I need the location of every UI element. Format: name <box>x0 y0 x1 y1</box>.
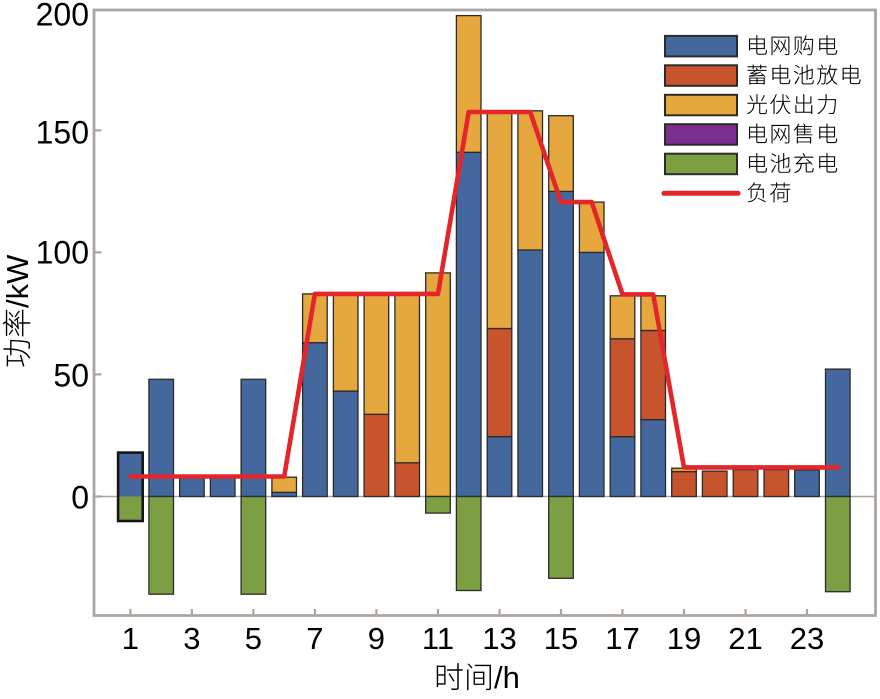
svg-text:13: 13 <box>482 621 516 656</box>
svg-text:100: 100 <box>36 235 89 271</box>
svg-text:11: 11 <box>422 621 454 656</box>
svg-text:19: 19 <box>667 621 701 656</box>
svg-text:15: 15 <box>544 621 578 656</box>
svg-text:0: 0 <box>71 480 89 516</box>
svg-text:9: 9 <box>368 621 385 656</box>
svg-text:200: 200 <box>36 0 89 32</box>
svg-text:50: 50 <box>53 358 89 394</box>
svg-text:21: 21 <box>728 621 762 656</box>
svg-text:3: 3 <box>183 621 200 656</box>
svg-text:/h: /h <box>494 660 520 694</box>
svg-text:150: 150 <box>36 114 89 150</box>
svg-text:23: 23 <box>790 621 824 656</box>
svg-text:/kW: /kW <box>0 254 35 308</box>
svg-text:7: 7 <box>306 621 323 656</box>
svg-text:5: 5 <box>245 621 262 656</box>
svg-text:1: 1 <box>122 621 139 656</box>
svg-text:17: 17 <box>605 621 639 656</box>
